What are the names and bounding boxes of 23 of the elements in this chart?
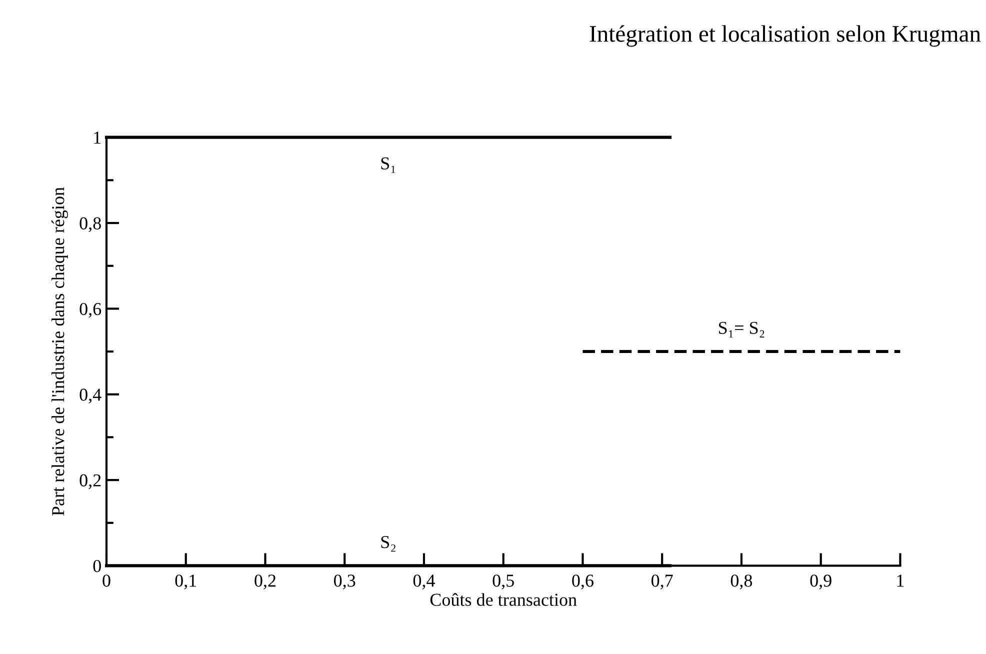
y-tick-label: 0,2 bbox=[80, 474, 101, 490]
x-tick-label: 0,5 bbox=[492, 574, 514, 590]
series-label: S₁= S₂ bbox=[718, 322, 764, 338]
x-tick-label: 0 bbox=[102, 574, 110, 587]
x-tick-label: 0,8 bbox=[730, 574, 752, 590]
x-tick-label: 0,9 bbox=[810, 574, 832, 590]
y-tick-label: 0,4 bbox=[80, 388, 102, 404]
x-tick-label: 0,2 bbox=[254, 574, 276, 590]
series-label: S₁ bbox=[381, 157, 396, 173]
x-tick-label: 0,6 bbox=[572, 574, 594, 590]
y-tick-label: 0,6 bbox=[80, 302, 102, 318]
chart-title: Intégration et localisation selon Krugman bbox=[590, 25, 981, 47]
y-tick-label: 0,8 bbox=[80, 217, 101, 232]
x-tick-label: 0,3 bbox=[334, 574, 356, 590]
x-tick-label: 0,7 bbox=[652, 574, 673, 590]
y-tick-label: 1 bbox=[94, 132, 101, 144]
series-label: S₂ bbox=[381, 536, 396, 552]
x-axis-title: Coûts de transaction bbox=[430, 593, 577, 606]
y-tick-label: 0 bbox=[93, 560, 101, 572]
x-tick-label: 0,4 bbox=[413, 574, 435, 590]
x-tick-label: 0,1 bbox=[175, 574, 196, 590]
y-axis-title: Part relative de l'industrie dans chaque région bbox=[51, 187, 68, 516]
x-tick-label: 1 bbox=[897, 574, 904, 587]
